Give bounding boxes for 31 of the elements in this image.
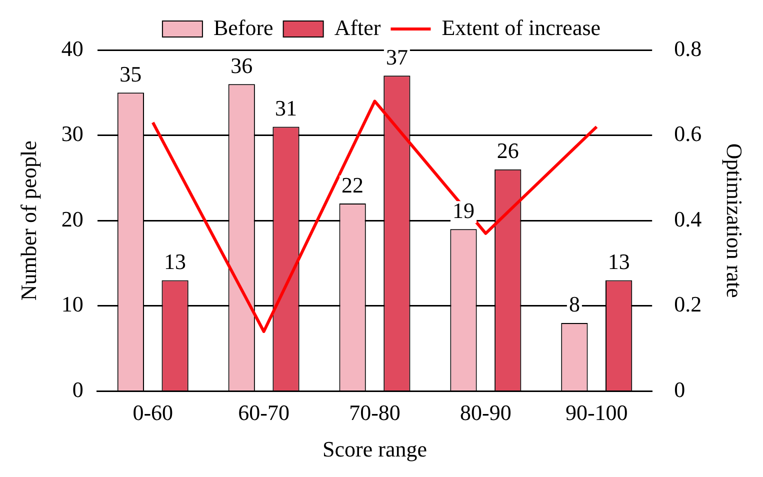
x-tick-label: 80-90 bbox=[460, 400, 512, 426]
data-label: 8 bbox=[568, 292, 580, 317]
y-tick-label: 20 bbox=[61, 206, 84, 232]
data-label: 13 bbox=[608, 249, 630, 274]
y2-tick-label: 0.8 bbox=[674, 36, 702, 61]
data-label: 31 bbox=[275, 96, 297, 121]
data-label: 36 bbox=[230, 52, 253, 78]
x-tick-label: 90-100 bbox=[565, 400, 628, 426]
y2-tick-label: 0 bbox=[674, 376, 686, 402]
legend-label: Before bbox=[213, 14, 274, 40]
data-label: 22 bbox=[342, 172, 364, 198]
y2-axis-title: Optimization rate bbox=[722, 143, 748, 298]
x-tick-label: 0-60 bbox=[132, 400, 174, 426]
x-tick-label: 60-70 bbox=[238, 400, 290, 426]
x-tick-label: 70-80 bbox=[349, 400, 400, 426]
data-label: 13 bbox=[164, 249, 186, 274]
y2-tick-label: 0.2 bbox=[674, 292, 702, 317]
y-tick-label: 10 bbox=[61, 292, 84, 317]
data-label: 37 bbox=[386, 44, 408, 70]
data-label: 19 bbox=[452, 198, 474, 223]
legend-label: After bbox=[334, 14, 382, 40]
y-tick-label: 0 bbox=[72, 376, 84, 402]
data-label: 26 bbox=[496, 138, 519, 164]
y-axis-title: Number of people bbox=[16, 140, 41, 301]
y-tick-label: 40 bbox=[61, 36, 84, 61]
data-label: 35 bbox=[120, 61, 142, 86]
y-tick-label: 30 bbox=[61, 121, 84, 146]
x-axis-title: Score range bbox=[322, 436, 427, 462]
y2-tick-label: 0.6 bbox=[674, 121, 702, 146]
legend-label: Extent of increase bbox=[442, 14, 601, 40]
y2-tick-label: 0.4 bbox=[674, 206, 702, 232]
